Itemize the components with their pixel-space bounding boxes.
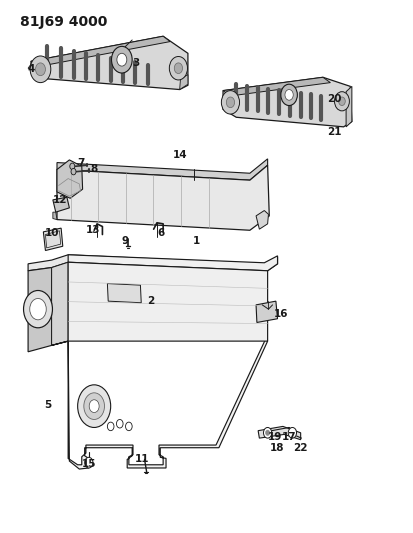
Circle shape	[116, 419, 123, 428]
Polygon shape	[68, 255, 278, 271]
Circle shape	[169, 56, 188, 80]
Text: 22: 22	[293, 443, 308, 453]
Polygon shape	[31, 36, 188, 90]
Text: 4: 4	[27, 64, 35, 74]
Text: 3: 3	[133, 58, 140, 68]
Circle shape	[30, 298, 46, 320]
Circle shape	[339, 97, 345, 106]
Text: 11: 11	[135, 455, 150, 464]
Text: 15: 15	[81, 459, 96, 469]
Text: 19: 19	[268, 432, 282, 442]
Text: 10: 10	[44, 229, 59, 238]
Circle shape	[89, 400, 99, 413]
Text: 6: 6	[157, 229, 165, 238]
Text: 20: 20	[327, 94, 342, 103]
Circle shape	[30, 56, 51, 83]
Text: 81J69 4000: 81J69 4000	[20, 15, 107, 29]
Text: 13: 13	[85, 225, 100, 235]
Circle shape	[266, 430, 270, 435]
Circle shape	[70, 163, 75, 169]
Polygon shape	[53, 212, 57, 220]
Text: 7: 7	[77, 158, 84, 167]
Circle shape	[107, 422, 114, 431]
Circle shape	[335, 92, 349, 111]
Circle shape	[117, 53, 127, 66]
Polygon shape	[52, 262, 68, 345]
Circle shape	[263, 427, 272, 438]
Polygon shape	[223, 77, 330, 96]
Text: 18: 18	[270, 443, 285, 453]
Text: 16: 16	[273, 310, 288, 319]
Text: 14: 14	[172, 150, 187, 159]
Text: 9: 9	[121, 236, 128, 246]
Circle shape	[78, 385, 111, 427]
Polygon shape	[28, 61, 38, 70]
Polygon shape	[180, 75, 188, 90]
Circle shape	[126, 422, 132, 431]
Text: 8: 8	[90, 165, 98, 174]
Text: 21: 21	[327, 127, 342, 137]
Polygon shape	[346, 86, 352, 127]
Circle shape	[221, 91, 240, 114]
Polygon shape	[31, 36, 170, 67]
Circle shape	[285, 90, 293, 100]
Circle shape	[71, 168, 76, 175]
Polygon shape	[107, 284, 141, 303]
Text: 1: 1	[192, 236, 200, 246]
Polygon shape	[53, 197, 69, 212]
Text: 17: 17	[282, 432, 297, 442]
Polygon shape	[28, 255, 278, 271]
Text: 2: 2	[147, 296, 154, 306]
Polygon shape	[57, 160, 83, 198]
Circle shape	[36, 63, 45, 76]
Circle shape	[84, 393, 104, 419]
Circle shape	[288, 427, 297, 438]
Circle shape	[226, 97, 235, 108]
Polygon shape	[256, 211, 268, 229]
Polygon shape	[43, 228, 63, 251]
Circle shape	[112, 46, 132, 73]
Polygon shape	[256, 301, 278, 322]
Polygon shape	[68, 262, 268, 341]
Circle shape	[174, 63, 183, 74]
Polygon shape	[223, 77, 352, 127]
Polygon shape	[57, 165, 269, 230]
Polygon shape	[57, 159, 268, 180]
Polygon shape	[28, 268, 52, 352]
Circle shape	[85, 457, 93, 468]
Circle shape	[281, 84, 297, 106]
Text: 12: 12	[52, 195, 67, 205]
Circle shape	[24, 290, 52, 328]
Polygon shape	[258, 426, 301, 440]
Polygon shape	[52, 340, 268, 469]
Text: 5: 5	[44, 400, 51, 410]
